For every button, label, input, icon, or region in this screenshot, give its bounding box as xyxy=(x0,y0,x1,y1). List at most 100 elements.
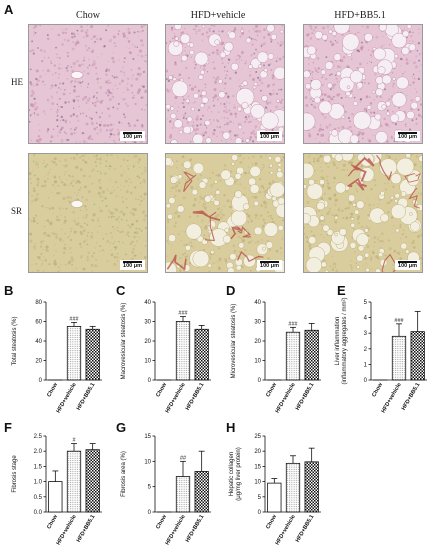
y-tick-label: 0.0 xyxy=(34,510,43,516)
bar-hfd-bb5-1 xyxy=(305,462,318,512)
significance-marker: ### xyxy=(394,318,404,324)
bar-hfd-vehicle xyxy=(176,477,189,512)
x-tick-label: HFD+BB5.1 xyxy=(76,382,97,412)
y-tick-label: 2.0 xyxy=(34,449,43,455)
bar-hfd-vehicle xyxy=(67,451,80,512)
y-axis-label: Total steatosis (%) xyxy=(12,316,18,365)
y-tick-label: 40 xyxy=(144,300,151,306)
bar-chow xyxy=(268,483,281,512)
x-tick-label: HFD+BB5.1 xyxy=(76,514,97,544)
scale-bar: 100 μm xyxy=(257,131,282,141)
x-tick-label: HFD+vehicle xyxy=(275,382,297,414)
y-tick-label: 0 xyxy=(364,378,368,384)
y-tick-label: 0 xyxy=(148,378,152,384)
y-tick-label: 5 xyxy=(148,485,152,491)
scale-bar: 100 μm xyxy=(120,260,145,270)
column-header-hfd-bb51: HFD+BB5.1 xyxy=(300,10,420,21)
y-tick-label: 15 xyxy=(254,464,261,470)
bar-hfd-bb5-1 xyxy=(86,450,99,512)
y-tick-label: 20 xyxy=(254,449,261,455)
y-axis-label: (inflammatory aggregates / mm²) xyxy=(342,297,348,384)
y-tick-label: 10 xyxy=(144,459,151,465)
significance-marker: ## xyxy=(180,455,187,461)
y-tick-label: 0 xyxy=(148,510,152,516)
x-tick-label: Chow xyxy=(46,381,59,398)
x-tick-label: HFD+vehicle xyxy=(165,382,187,414)
y-tick-label: 0 xyxy=(258,510,262,516)
bar-hfd-vehicle xyxy=(67,326,80,380)
y-tick-label: 10 xyxy=(144,359,151,365)
y-axis-label: Fibrosis area (%) xyxy=(121,451,127,497)
x-tick-label: Chow xyxy=(155,381,168,398)
y-tick-label: 10 xyxy=(254,480,261,486)
bar-hfd-bb5-1 xyxy=(195,329,208,380)
scale-bar: 100 μm xyxy=(395,260,420,270)
x-tick-label: HFD+BB5.1 xyxy=(295,514,316,544)
scale-bar: 100 μm xyxy=(257,260,282,270)
y-tick-label: 30 xyxy=(254,320,261,326)
y-tick-label: 5 xyxy=(258,495,262,501)
micrograph-sr-chow: 100 μm xyxy=(28,153,148,273)
significance-marker: # xyxy=(72,438,76,444)
y-axis-label: Fibrosis stage xyxy=(12,455,18,493)
y-tick-label: 1 xyxy=(364,362,368,368)
y-tick-label: 20 xyxy=(144,339,151,345)
micrograph-he-hfd-bb51: 100 μm xyxy=(303,24,423,144)
bar-hfd-bb5-1 xyxy=(86,329,99,380)
x-tick-label: HFD+BB5.1 xyxy=(401,382,422,412)
y-tick-label: 40 xyxy=(254,300,261,306)
micrograph-he-chow: 100 μm xyxy=(28,24,148,144)
y-tick-label: 80 xyxy=(35,300,42,306)
x-tick-label: HFD+vehicle xyxy=(381,382,403,414)
row-label-he: HE xyxy=(11,77,23,87)
row-label-sr: SR xyxy=(11,206,22,216)
x-tick-label: HFD+vehicle xyxy=(165,514,187,546)
y-tick-label: 15 xyxy=(144,434,151,440)
x-tick-label: Chow xyxy=(265,513,278,530)
x-tick-label: HFD+vehicle xyxy=(275,514,297,546)
y-tick-label: 2 xyxy=(364,347,368,353)
x-tick-label: Chow xyxy=(265,381,278,398)
x-tick-label: Chow xyxy=(371,381,384,398)
bar-hfd-vehicle xyxy=(286,332,299,380)
micrograph-sr-hfd-bb51: 100 μm xyxy=(303,153,423,273)
y-tick-label: 60 xyxy=(35,320,42,326)
significance-marker: ### xyxy=(69,316,79,322)
x-tick-label: HFD+BB5.1 xyxy=(185,382,206,412)
bar-hfd-vehicle xyxy=(392,336,405,380)
bar-hfd-vehicle xyxy=(176,322,189,381)
x-tick-label: HFD+BB5.1 xyxy=(295,382,316,412)
micrograph-he-hfd-vehicle: 100 μm xyxy=(165,24,285,144)
panel-letter-a: A xyxy=(4,2,13,17)
y-tick-label: 0 xyxy=(258,378,262,384)
y-tick-label: 4 xyxy=(364,316,368,322)
x-tick-label: HFD+vehicle xyxy=(56,514,78,546)
y-tick-label: 0.5 xyxy=(34,495,43,501)
significance-marker: ### xyxy=(288,321,298,327)
x-tick-label: HFD+BB5.1 xyxy=(185,514,206,544)
y-tick-label: 1.0 xyxy=(34,480,43,486)
scale-bar: 100 μm xyxy=(120,131,145,141)
bar-hfd-bb5-1 xyxy=(411,332,424,380)
y-axis-label: Hepatic collagen xyxy=(229,452,235,496)
y-tick-label: 5 xyxy=(364,300,368,306)
column-header-chow: Chow xyxy=(28,10,148,21)
y-tick-label: 30 xyxy=(144,320,151,326)
y-tick-label: 40 xyxy=(35,339,42,345)
x-tick-label: HFD+vehicle xyxy=(56,382,78,414)
y-tick-label: 3 xyxy=(364,331,368,337)
y-tick-label: 20 xyxy=(35,359,42,365)
y-axis-label: Microvesicular steatosis (%) xyxy=(231,304,237,379)
x-tick-label: Chow xyxy=(46,513,59,530)
bar-hfd-bb5-1 xyxy=(195,471,208,512)
